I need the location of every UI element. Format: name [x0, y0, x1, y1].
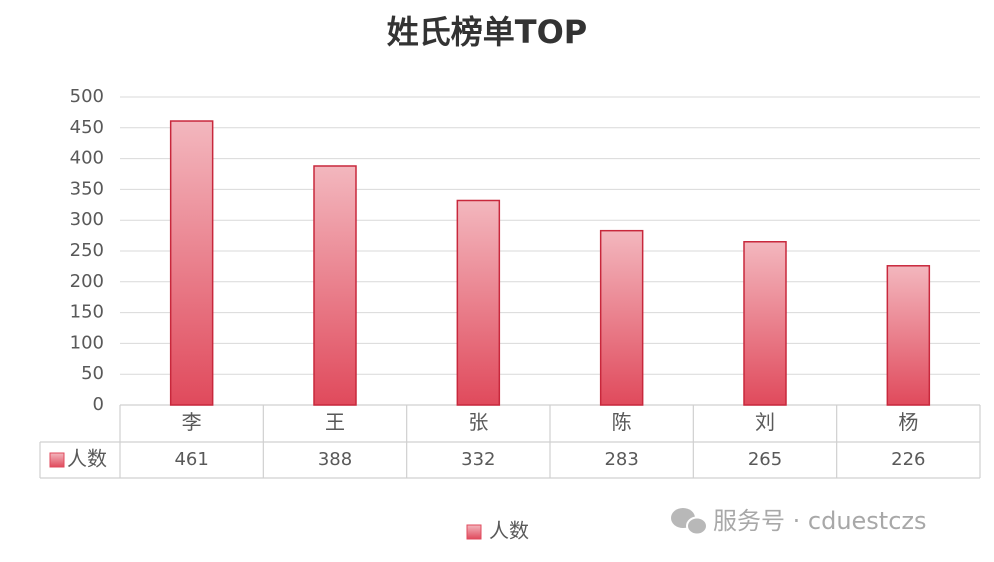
chart-title: 姓氏榜单TOP — [387, 13, 588, 51]
bar — [169, 120, 214, 406]
y-tick-label: 350 — [70, 178, 104, 199]
table-value: 226 — [891, 449, 925, 470]
x-tick-label: 李 — [182, 410, 202, 434]
legend-key — [466, 524, 482, 540]
x-tick-label: 杨 — [898, 410, 918, 434]
y-tick-label: 200 — [70, 271, 104, 292]
table-value: 332 — [461, 449, 495, 470]
bar — [886, 265, 931, 406]
y-tick-label: 300 — [70, 209, 104, 230]
y-tick-label: 400 — [70, 148, 104, 169]
x-tick-label: 陈 — [612, 410, 632, 434]
bar — [599, 229, 644, 406]
x-tick-label: 王 — [325, 410, 345, 434]
watermark: 服务号 · cduestczs — [713, 507, 927, 535]
bar — [456, 199, 501, 406]
y-tick-label: 500 — [70, 86, 104, 107]
y-tick-label: 250 — [70, 240, 104, 261]
bar — [313, 165, 357, 406]
table-series-name: 人数 — [67, 447, 107, 471]
y-tick-label: 50 — [81, 363, 104, 384]
legend-label: 人数 — [489, 519, 529, 543]
y-tick-label: 150 — [70, 302, 104, 323]
y-tick-label: 0 — [93, 394, 104, 415]
bar — [743, 241, 787, 406]
x-tick-label: 张 — [468, 410, 488, 434]
legend-key — [49, 452, 65, 468]
table-value: 388 — [318, 449, 352, 470]
y-tick-label: 450 — [70, 117, 104, 138]
table-value: 283 — [604, 449, 638, 470]
y-tick-label: 100 — [70, 332, 104, 353]
wechat-icon — [671, 508, 708, 536]
table-value: 265 — [748, 449, 782, 470]
x-tick-label: 刘 — [755, 410, 775, 434]
table-value: 461 — [174, 449, 208, 470]
